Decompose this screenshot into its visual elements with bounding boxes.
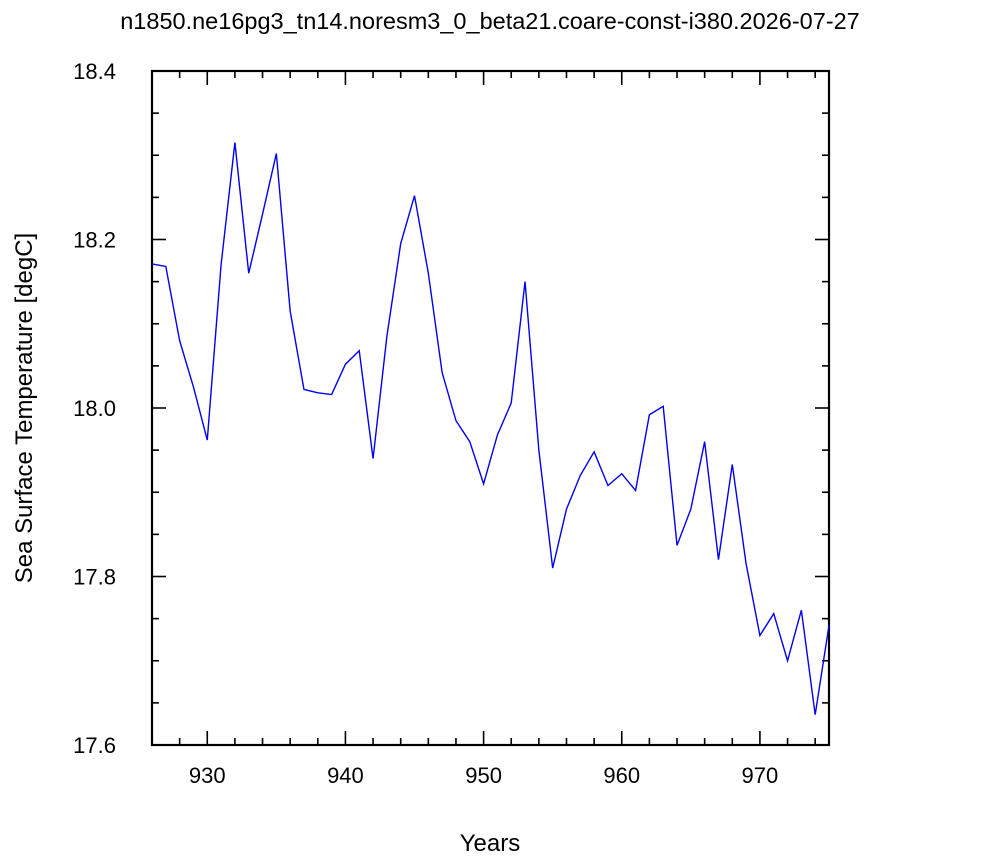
y-tick-label: 18.0 [73,396,116,421]
series-layer [151,142,830,715]
y-tick-label: 18.2 [73,228,116,253]
x-axis-ticks [151,71,816,745]
x-axis-label: Years [460,830,521,857]
x-tick-label: 950 [465,763,502,788]
x-tick-label: 930 [189,763,226,788]
chart-title: n1850.ne16pg3_tn14.noresm3_0_beta21.coar… [120,8,860,34]
x-tick-label: 970 [742,763,779,788]
x-axis-tick-labels: 930 940 950 960 970 [189,763,778,788]
y-tick-label: 18.4 [73,59,116,84]
y-tick-label: 17.6 [73,733,116,758]
y-axis-tick-labels: 17.6 17.8 18.0 18.2 18.4 [73,59,116,758]
plot-border [150,69,831,747]
y-axis-ticks [152,70,829,746]
x-tick-label: 940 [327,763,364,788]
plot-frame [150,69,831,747]
series-line-0 [151,142,830,715]
y-axis-label: Sea Surface Temperature [degC] [11,233,38,583]
y-tick-label: 17.8 [73,565,116,590]
x-tick-label: 960 [603,763,640,788]
